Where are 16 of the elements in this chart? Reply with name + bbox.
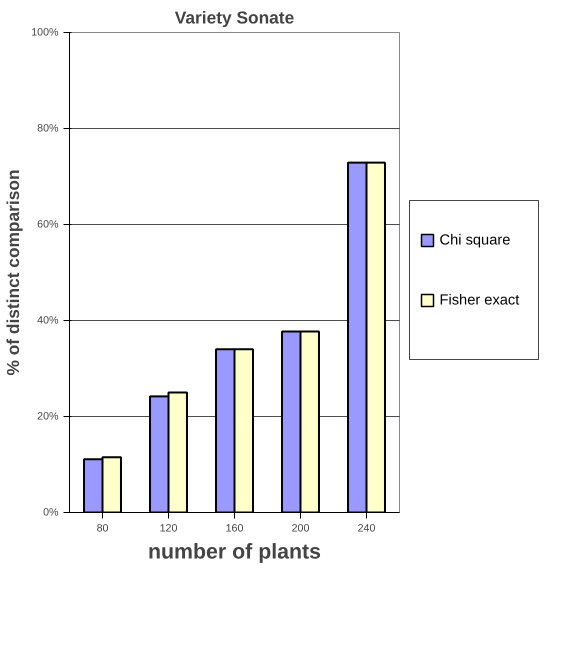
y-tick-label: 0% bbox=[43, 506, 60, 518]
y-tick-label: 60% bbox=[37, 218, 60, 230]
y-tick-label: 40% bbox=[37, 314, 60, 326]
y-tick-label: 20% bbox=[37, 410, 60, 422]
y-axis-title: % of distinct comparison bbox=[3, 169, 24, 376]
x-tick-label: 240 bbox=[358, 522, 376, 534]
x-axis-title: number of plants bbox=[148, 540, 321, 564]
x-tick-label: 120 bbox=[160, 522, 178, 534]
x-tick-label: 80 bbox=[96, 522, 108, 534]
chart-title: Variety Sonate bbox=[174, 8, 295, 28]
legend-label: Fisher exact bbox=[440, 292, 520, 308]
legend-label: Chi square bbox=[440, 232, 510, 248]
x-tick-label: 200 bbox=[292, 522, 310, 534]
y-tick-label: 80% bbox=[37, 122, 60, 134]
x-tick-label: 160 bbox=[226, 522, 244, 534]
y-tick-label: 100% bbox=[31, 26, 60, 38]
